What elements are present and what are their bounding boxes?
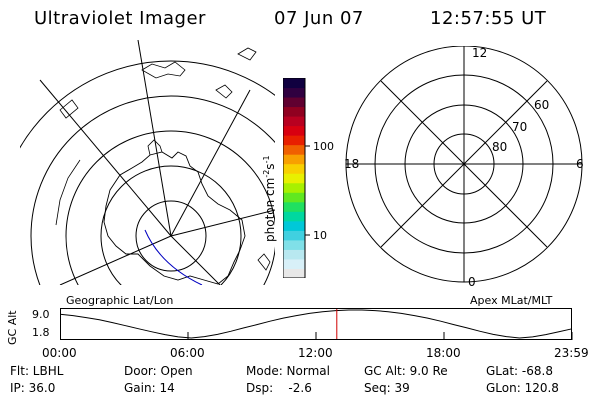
mlt-label-6: 6 (576, 157, 584, 171)
altplot-ticks (60, 332, 573, 340)
colorbar-swatch (283, 154, 305, 165)
colorbar-swatch (283, 97, 305, 108)
colorbar-tick-10: 10 (313, 229, 327, 242)
colorbar-swatch (283, 220, 305, 231)
altitude-curve (60, 309, 573, 339)
info-gc-alt: GC Alt: 9.0 Re (364, 364, 448, 378)
latitude-circles (20, 60, 275, 285)
info-glon: GLon: 120.8 (486, 381, 559, 395)
colorbar-swatch (283, 163, 305, 174)
colorbar-swatch (283, 116, 305, 127)
colorbar-swatch (283, 78, 305, 89)
altplot-xtick-2: 12:00 (298, 346, 333, 360)
info-ip: IP: 36.0 (10, 381, 56, 395)
altplot-ytick-bottom: 1.8 (32, 326, 50, 339)
altplot-xtick-0: 00:00 (42, 346, 77, 360)
colorbar-swatch (283, 230, 305, 241)
info-dsp: Dsp: -2.6 (246, 381, 312, 395)
altplot-xtick-4: 23:59 (554, 346, 589, 360)
altitude-plot (60, 308, 573, 340)
time-label: 12:57:55 UT (430, 8, 547, 29)
info-flt: Flt: LBHL (10, 364, 64, 378)
colorbar-swatch (283, 268, 305, 278)
colorbar-swatch (283, 258, 305, 269)
date-label: 07 Jun 07 (274, 8, 364, 29)
coastline (103, 151, 246, 285)
info-door: Door: Open (124, 364, 193, 378)
info-mode: Mode: Normal (246, 364, 330, 378)
mlat-label-60: 60 (534, 98, 550, 112)
color-bar-swatches (283, 78, 305, 278)
mlat-label-80: 80 (492, 140, 508, 154)
color-bar (283, 78, 310, 278)
info-gain: Gain: 14 (124, 381, 175, 395)
colorbar-swatch (283, 173, 305, 184)
mlt-label-0: 0 (468, 275, 476, 289)
colorbar-swatch (283, 249, 305, 260)
mlt-label-12: 12 (472, 46, 488, 60)
altplot-xtick-3: 18:00 (426, 346, 461, 360)
left-map-caption: Geographic Lat/Lon (66, 294, 174, 307)
right-map-caption: Apex MLat/MLT (470, 294, 553, 307)
colorbar-label: photon cm-2s-1 (262, 155, 277, 242)
info-seq: Seq: 39 (364, 381, 410, 395)
colorbar-swatch (283, 144, 305, 155)
colorbar-swatch (283, 192, 305, 203)
colorbar-swatch (283, 135, 305, 146)
mlt-label-18: 18 (344, 157, 360, 171)
altplot-ylabel: GC Alt (6, 310, 19, 345)
altplot-frame (60, 308, 572, 340)
altplot-ytick-top: 9.0 (32, 308, 50, 321)
colorbar-swatch (283, 125, 305, 136)
geographic-map (20, 40, 275, 285)
app-title: Ultraviolet Imager (34, 8, 206, 29)
info-glat: GLat: -68.8 (486, 364, 553, 378)
terminator-line (144, 229, 203, 285)
mlat-label-70: 70 (512, 120, 528, 134)
magnetic-polar-plot (345, 46, 583, 283)
colorbar-swatch (283, 201, 305, 212)
colorbar-swatch (283, 239, 305, 250)
altplot-xtick-1: 06:00 (170, 346, 205, 360)
colorbar-swatch (283, 106, 305, 117)
mlt-line-diag-2 (380, 80, 548, 248)
meridian-lines (39, 40, 275, 285)
colorbar-tick-100: 100 (313, 140, 334, 153)
colorbar-swatch (283, 211, 305, 222)
colorbar-swatch (283, 182, 305, 193)
colorbar-swatch (283, 87, 305, 98)
